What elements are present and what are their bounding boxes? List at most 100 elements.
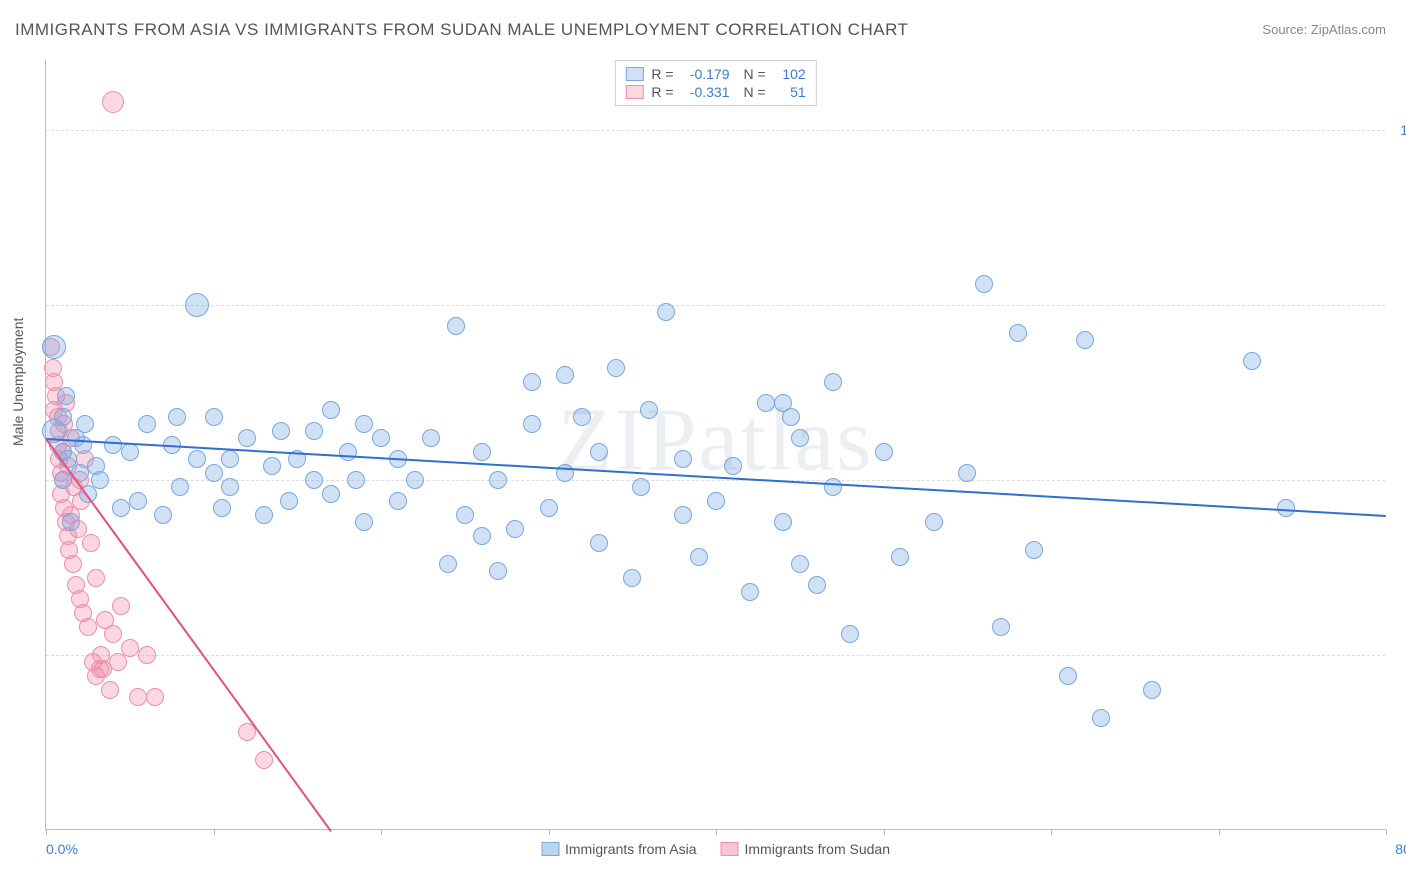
data-point: [473, 443, 491, 461]
data-point: [60, 541, 78, 559]
data-point: [992, 618, 1010, 636]
data-point: [540, 499, 558, 517]
legend-item-asia: Immigrants from Asia: [541, 841, 696, 857]
data-point: [875, 443, 893, 461]
data-point: [47, 387, 65, 405]
data-point: [45, 401, 63, 419]
legend-item-sudan: Immigrants from Sudan: [720, 841, 890, 857]
data-point: [523, 373, 541, 391]
data-point: [607, 359, 625, 377]
data-point: [44, 359, 62, 377]
data-point: [674, 506, 692, 524]
data-point: [112, 499, 130, 517]
data-point: [590, 534, 608, 552]
data-point: [640, 401, 658, 419]
n-label: N =: [744, 84, 766, 100]
data-point: [255, 506, 273, 524]
gridline: [46, 305, 1385, 306]
legend-swatch-asia: [625, 67, 643, 81]
data-point: [263, 457, 281, 475]
legend-swatch-sudan: [625, 85, 643, 99]
data-point: [489, 562, 507, 580]
n-value-sudan: 51: [774, 84, 806, 100]
data-point: [473, 527, 491, 545]
data-point: [1009, 324, 1027, 342]
data-point: [57, 513, 75, 531]
data-point: [724, 457, 742, 475]
data-point: [129, 688, 147, 706]
r-value-asia: -0.179: [682, 66, 730, 82]
data-point: [741, 583, 759, 601]
data-point: [50, 422, 68, 440]
data-point: [67, 429, 85, 447]
data-point: [129, 492, 147, 510]
data-point: [213, 499, 231, 517]
x-tick: [46, 829, 47, 835]
legend-row-sudan: R = -0.331 N = 51: [625, 83, 805, 101]
data-point: [55, 499, 73, 517]
x-tick: [549, 829, 550, 835]
data-point: [71, 590, 89, 608]
x-tick: [1219, 829, 1220, 835]
data-point: [707, 492, 725, 510]
data-point: [506, 520, 524, 538]
gridline: [46, 480, 1385, 481]
data-point: [96, 611, 114, 629]
data-point: [322, 401, 340, 419]
data-point: [280, 492, 298, 510]
data-point: [67, 576, 85, 594]
data-point: [94, 660, 112, 678]
data-point: [389, 492, 407, 510]
x-tick: [716, 829, 717, 835]
data-point: [205, 408, 223, 426]
x-tick: [214, 829, 215, 835]
data-point: [52, 485, 70, 503]
legend-label-asia: Immigrants from Asia: [565, 841, 696, 857]
data-point: [305, 422, 323, 440]
r-label: R =: [651, 66, 673, 82]
data-point: [138, 415, 156, 433]
data-point: [573, 408, 591, 426]
data-point: [91, 660, 109, 678]
data-point: [339, 443, 357, 461]
data-point: [49, 408, 67, 426]
source-link[interactable]: ZipAtlas.com: [1311, 22, 1386, 37]
x-tick: [381, 829, 382, 835]
data-point: [841, 625, 859, 643]
data-point: [439, 555, 457, 573]
data-point: [74, 604, 92, 622]
r-label: R =: [651, 84, 673, 100]
chart-container: IMMIGRANTS FROM ASIA VS IMMIGRANTS FROM …: [0, 0, 1406, 892]
data-point: [782, 408, 800, 426]
data-point: [623, 569, 641, 587]
r-value-sudan: -0.331: [682, 84, 730, 100]
data-point: [112, 597, 130, 615]
data-point: [1025, 541, 1043, 559]
source-prefix: Source:: [1262, 22, 1307, 37]
data-point: [121, 443, 139, 461]
data-point: [422, 429, 440, 447]
data-point: [57, 387, 75, 405]
data-point: [154, 506, 172, 524]
series-legend: Immigrants from Asia Immigrants from Sud…: [541, 841, 890, 857]
data-point: [104, 436, 122, 454]
data-point: [690, 548, 708, 566]
x-tick: [1051, 829, 1052, 835]
data-point: [168, 408, 186, 426]
data-point: [55, 415, 73, 433]
legend-swatch-asia: [541, 842, 559, 856]
data-point: [674, 450, 692, 468]
data-point: [975, 275, 993, 293]
watermark: ZIPatlas: [558, 388, 874, 491]
data-point: [102, 91, 124, 113]
data-point: [238, 429, 256, 447]
data-point: [87, 667, 105, 685]
data-point: [757, 394, 775, 412]
data-point: [272, 422, 290, 440]
x-max-label: 80.0%: [1395, 841, 1406, 857]
data-point: [62, 506, 80, 524]
data-point: [925, 513, 943, 531]
data-point: [1243, 352, 1261, 370]
data-point: [808, 576, 826, 594]
data-point: [62, 429, 80, 447]
